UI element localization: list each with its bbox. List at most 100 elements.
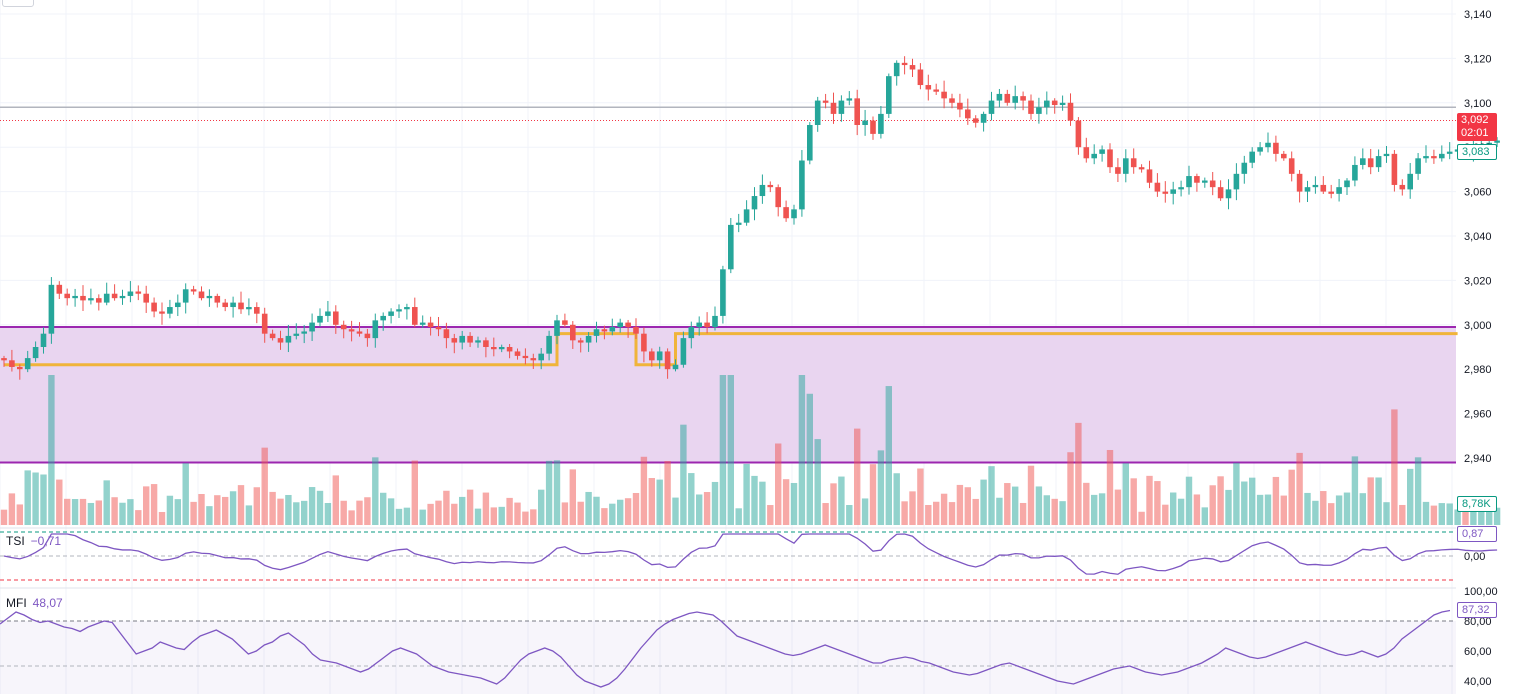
volume-bar [158,511,166,525]
candle-body [1225,189,1232,199]
tsi-legend[interactable]: TSI −0,71 [6,534,61,548]
volume-bar [1027,465,1035,525]
volume-bar [948,502,956,525]
candle-body [617,322,623,328]
volume-bar [925,504,932,525]
candle-body [893,62,900,77]
volume-bar [759,481,766,525]
candle-body [380,315,386,321]
tracked-price-badge: 3,083 [1457,144,1497,160]
volume-bar [261,447,268,525]
candle-body [419,322,426,325]
candle-body [1012,96,1018,103]
volume-bar [1114,489,1122,525]
volume-bar [601,508,608,525]
candle-body [151,302,157,312]
volume-bar [48,375,55,525]
volume-bar [917,468,924,525]
candle-body [972,118,979,123]
volume-bar [229,491,237,525]
volume-bar [1067,452,1074,525]
volume-bar [514,502,521,525]
candle-body [56,284,63,294]
candle-body [530,358,537,361]
volume-bar [166,495,174,525]
candle-body [167,307,173,314]
candle-body [965,109,971,119]
toolbar-button[interactable] [2,0,34,7]
tsi-pane: 0,00 [0,531,1498,581]
candle-body [348,329,355,332]
volume-bar [1304,492,1311,525]
volume-bar [395,508,403,525]
candle-body [261,313,268,334]
mfi-legend[interactable]: MFI 48,07 [6,596,63,610]
candle-body [1312,184,1319,188]
volume-bar [538,489,545,525]
candle-body [909,65,916,70]
candle-body [680,338,687,365]
volume-bar [869,464,877,525]
volume-badge: 8,78K [1457,496,1497,512]
candle-body [1146,169,1153,183]
candle-body [372,320,379,339]
volume-bar [174,499,181,525]
candle-body [1344,180,1350,188]
mfi-band-fill [0,621,1456,694]
candle-body [88,298,94,301]
volume-bar [285,494,292,525]
candles [1,56,1500,380]
candle-body [1320,184,1327,192]
volume-bar [1256,494,1264,525]
volume-bar [1091,494,1098,525]
candle-body [1162,191,1169,194]
volume-bar [893,473,900,525]
volume-bar [1043,495,1050,525]
volume-bar [751,475,758,525]
candle-body [838,100,845,114]
candle-body [498,347,505,350]
candle-body [514,351,521,356]
price-tick-label: 3,020 [1464,275,1492,287]
candle-body [1383,153,1390,157]
candle-body [799,160,805,210]
volume-bar [1288,469,1295,525]
volume-bar [617,499,624,525]
candle-body [412,307,418,325]
volume-bar [71,499,79,525]
mfi-axis-label: 80,00 [1464,616,1492,628]
volume-bar [356,500,363,525]
candle-body [340,324,347,330]
volume-bar [451,503,458,525]
candle-body [554,320,560,336]
candle-body [1130,158,1137,168]
volume-bar [1430,505,1438,525]
tsi-title: TSI [6,534,25,548]
volume-bar [214,495,221,525]
volume-bar [435,500,442,525]
candle-body [570,324,576,341]
volume-bar [190,501,197,525]
candle-body [609,327,616,332]
volume-bar [656,479,663,525]
candle-body [522,355,529,359]
candle-body [1,358,7,361]
volume-bar [1438,503,1445,525]
candle-body [775,187,781,208]
volume-bar [8,493,16,525]
candle-body [767,184,774,188]
candle-body [980,113,987,123]
volume-bar [253,487,260,525]
candle-body [1304,187,1311,192]
volume-bar [1493,507,1501,525]
volume-bar [301,500,308,525]
volume-bar [553,460,561,525]
volume-bar [727,375,734,525]
candle-body [285,335,292,343]
candle-body [396,309,402,312]
volume-bar [1106,449,1114,525]
volume-bar [1059,501,1066,525]
volume-bar [877,450,885,525]
volume-bar [577,501,584,525]
